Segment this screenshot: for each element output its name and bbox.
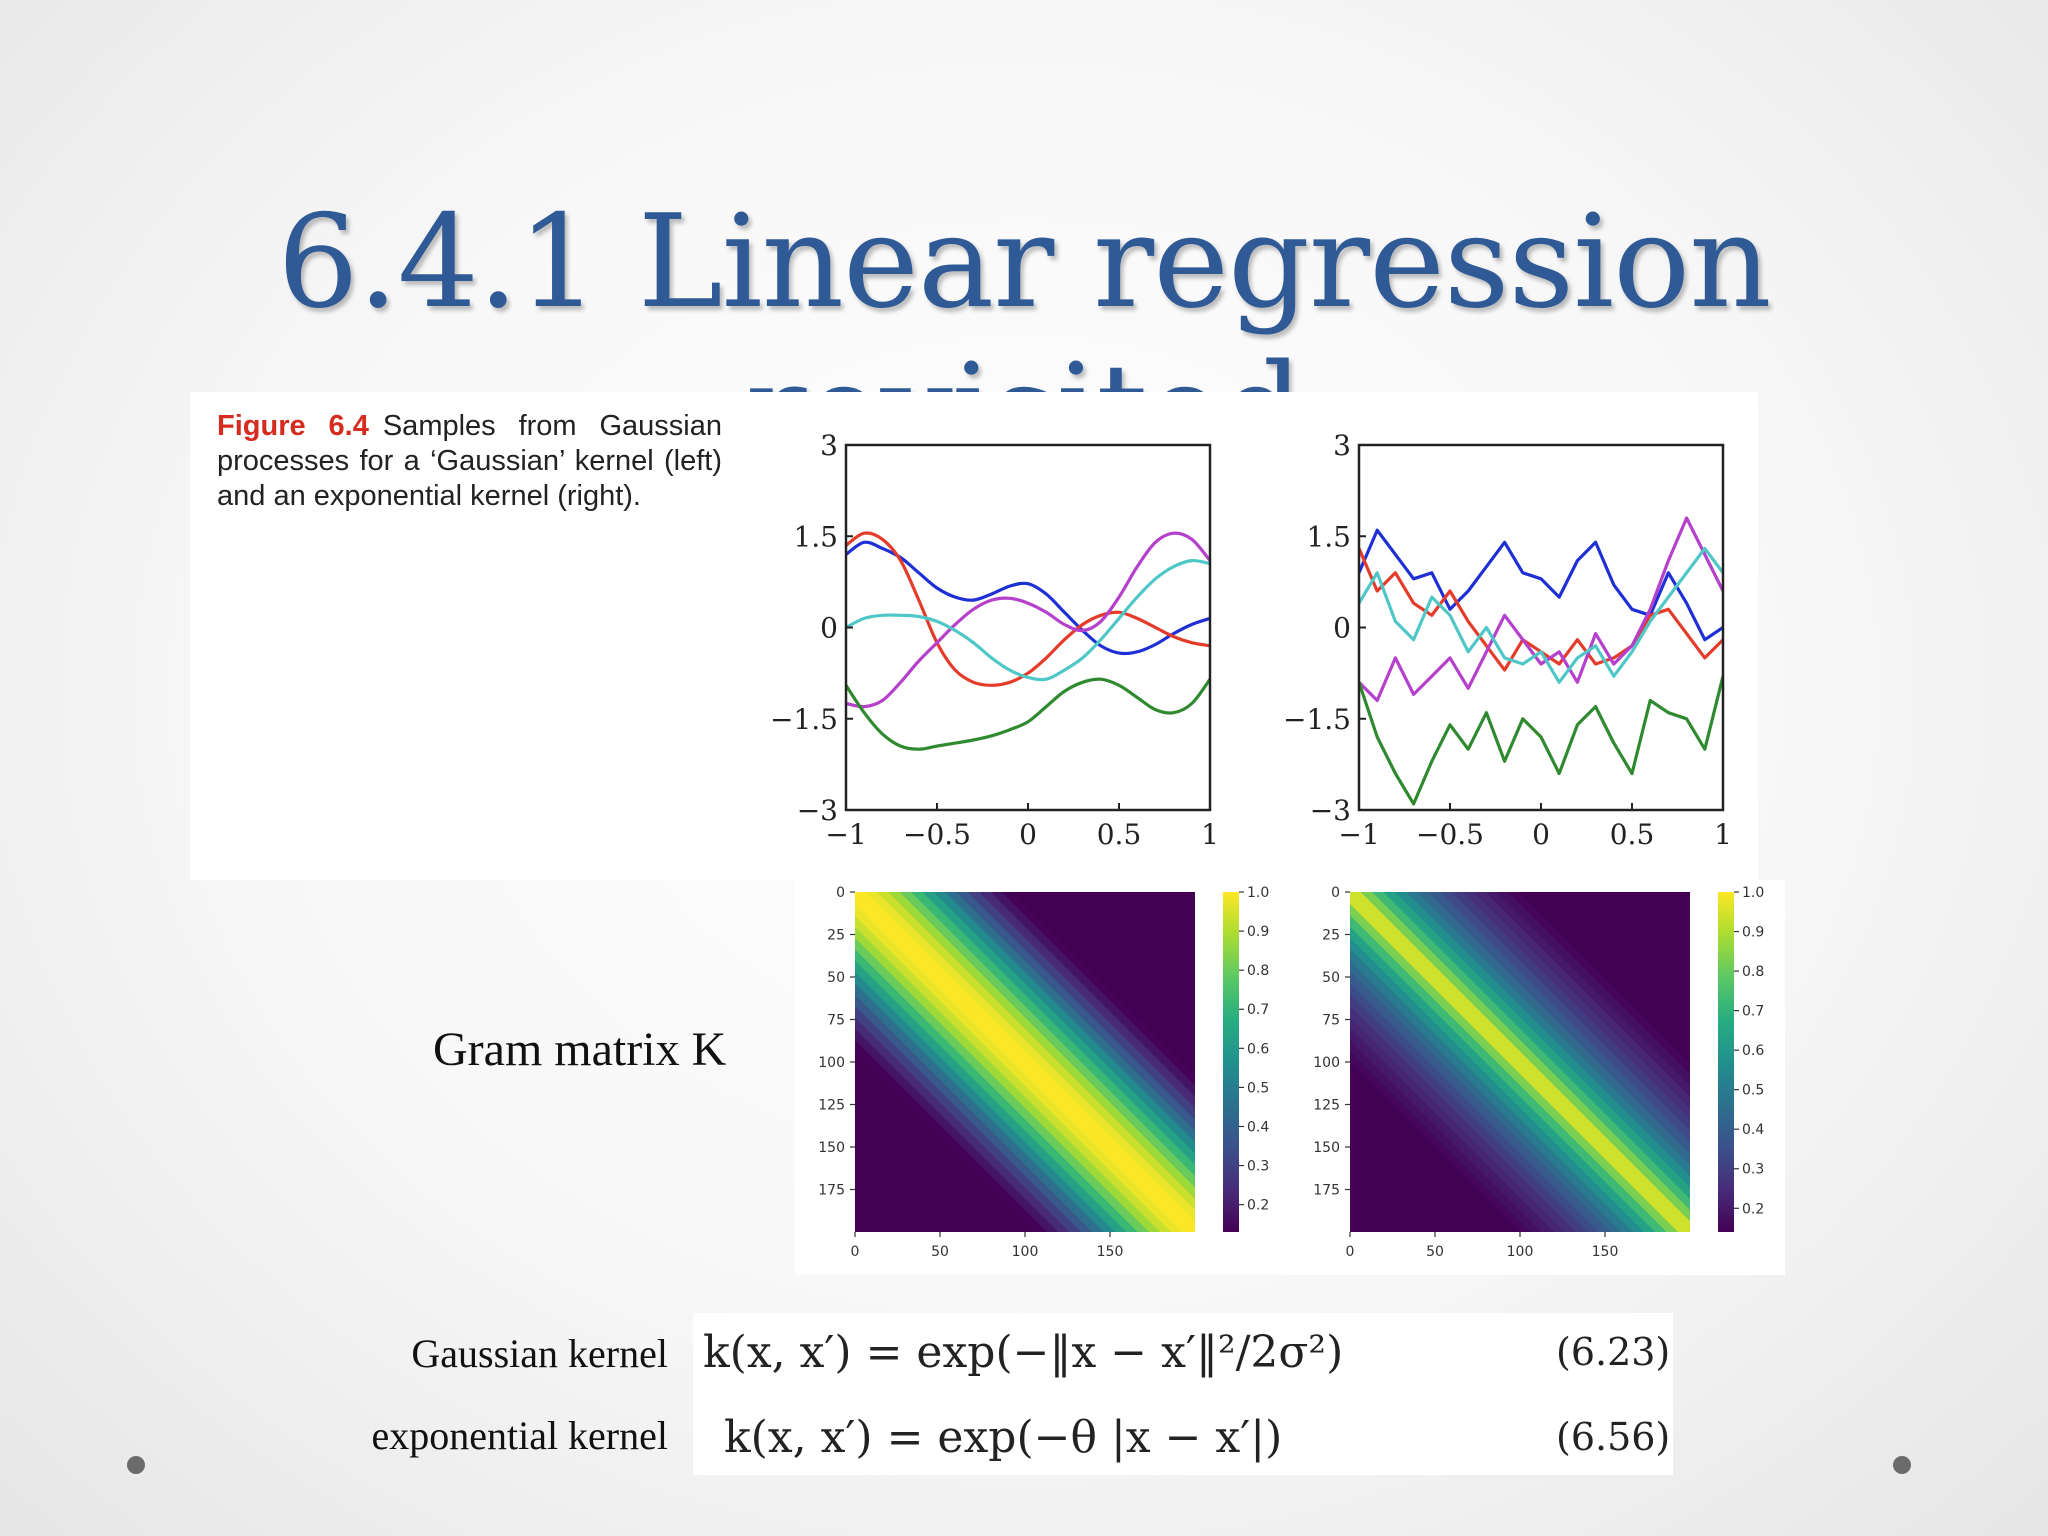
gaussian-kernel-label: Gaussian kernel (411, 1331, 668, 1376)
x-tick-label: 0.5 (1610, 818, 1655, 851)
figure-caption: Figure 6.4 Samples from Gaussian processe… (217, 409, 722, 514)
figure-panel (190, 392, 1758, 880)
y-tick-label: −1.5 (1283, 703, 1351, 736)
colorbar-tick-label: 0.8 (1247, 963, 1269, 979)
heatmap-y-tick-label: 0 (1331, 885, 1340, 901)
heatmap-y-tick-label: 125 (818, 1098, 845, 1114)
x-tick-label: 0 (1532, 818, 1550, 851)
series-line-1 (1359, 528, 1723, 642)
colorbar-tick-label: 0.7 (1742, 1004, 1764, 1020)
exponential-samples-plot: −1 −0.5 0 0.5 1 −3 −1.5 0 1.5 3 (1283, 429, 1732, 851)
heatmap-y-tick-label: 150 (818, 1140, 845, 1156)
figure-label: Figure 6.4 (217, 410, 369, 442)
y-tick-label: 0 (1333, 612, 1351, 645)
colorbar-tick-label: 1.0 (1247, 885, 1269, 901)
colorbar-tick-label: 0.3 (1247, 1159, 1269, 1175)
heatmap-x-tick-label: 100 (1507, 1244, 1534, 1260)
y-tick-label: 1.5 (793, 520, 838, 553)
series-line-1 (846, 540, 1210, 656)
gram-matrix-label: Gram matrix K (433, 1023, 727, 1076)
series-line-5 (846, 677, 1210, 751)
heatmap-x-tick-label: 50 (931, 1244, 949, 1260)
exponential-gram-heatmap: 1.0 0.9 0.8 0.7 0.6 0.5 0.4 0.3 0.2 0 50 100 150 0 25 5… (1290, 880, 1785, 1275)
exponential-kernel-formula: k(x, x′) = exp(−θ |x − x′|) (724, 1412, 1283, 1463)
exponential-kernel-eq-number: (6.56) (1556, 1415, 1671, 1459)
heatmap-y-tick-label: 0 (836, 885, 845, 901)
heatmap-y-tick-label: 50 (1322, 970, 1340, 986)
nav-dot-right (1893, 1456, 1911, 1474)
heatmap-y-tick-label: 100 (818, 1055, 845, 1071)
x-tick-label: 0.5 (1097, 818, 1142, 851)
colorbar-tick-label: 0.5 (1742, 1083, 1764, 1099)
heatmap-x-tick-label: 150 (1592, 1244, 1619, 1260)
x-tick-label: 1 (1714, 818, 1732, 851)
colorbar-tick-label: 0.2 (1742, 1201, 1764, 1217)
y-tick-label: −3 (797, 794, 838, 827)
series-line-2 (846, 531, 1210, 687)
series-line-5 (1359, 675, 1723, 806)
x-tick-label: −0.5 (903, 818, 971, 851)
gaussian-kernel-eq-number: (6.23) (1556, 1330, 1671, 1374)
colorbar-tick-label: 0.6 (1742, 1043, 1764, 1059)
equation-panel (693, 1313, 1673, 1475)
gaussian-gram-heatmap: 1.0 0.9 0.8 0.7 0.6 0.5 0.4 0.3 0.2 0 50 100 150 0 25 5… (795, 880, 1290, 1275)
y-tick-label: 0 (820, 612, 838, 645)
colorbar-tick-label: 0.6 (1247, 1041, 1269, 1057)
y-tick-label: −1.5 (770, 703, 838, 736)
x-tick-label: 1 (1201, 818, 1219, 851)
colorbar-tick-label: 0.7 (1247, 1002, 1269, 1018)
y-tick-label: 3 (1333, 429, 1351, 462)
x-tick-label: −1 (825, 818, 866, 851)
heatmap-y-tick-label: 50 (827, 970, 845, 986)
heatmap-y-tick-label: 100 (1313, 1055, 1340, 1071)
colorbar-tick-label: 1.0 (1742, 885, 1764, 901)
exponential-kernel-label: exponential kernel (371, 1413, 668, 1458)
series-line-3 (1359, 516, 1723, 703)
heatmap-x-tick-label: 0 (851, 1244, 860, 1260)
x-tick-label: −0.5 (1416, 818, 1484, 851)
colorbar-tick-label: 0.3 (1742, 1162, 1764, 1178)
colorbar-tick-label: 0.9 (1247, 924, 1269, 940)
y-tick-label: −3 (1310, 794, 1351, 827)
caption-text: Samples from Gaussian processes for a ‘G… (217, 410, 722, 512)
colorbar-tick-label: 0.2 (1247, 1198, 1269, 1214)
series-line-3 (846, 531, 1210, 709)
colorbar-tick-label: 0.4 (1742, 1122, 1764, 1138)
heatmap-x-tick-label: 100 (1012, 1244, 1039, 1260)
heatmap-y-tick-label: 175 (1313, 1183, 1340, 1199)
heatmap-y-tick-label: 125 (1313, 1098, 1340, 1114)
colorbar (1223, 892, 1239, 1232)
heatmap-x-tick-label: 50 (1426, 1244, 1444, 1260)
colorbar (1718, 892, 1734, 1232)
colorbar-tick-label: 0.4 (1247, 1119, 1269, 1135)
colorbar-tick-label: 0.5 (1247, 1080, 1269, 1096)
x-tick-label: 0 (1019, 818, 1037, 851)
heatmap-y-tick-label: 175 (818, 1183, 845, 1199)
series-line-4 (846, 558, 1210, 682)
heatmap-y-tick-label: 75 (827, 1013, 845, 1029)
y-tick-label: 1.5 (1306, 520, 1351, 553)
heatmap-y-tick-label: 75 (1322, 1013, 1340, 1029)
series-line-4 (1359, 546, 1723, 684)
colorbar-tick-label: 0.9 (1742, 925, 1764, 941)
heatmap-y-tick-label: 25 (1322, 928, 1340, 944)
y-tick-label: 3 (820, 429, 838, 462)
gaussian-kernel-formula: k(x, x′) = exp(−‖x − x′‖²/2σ²) (703, 1327, 1344, 1378)
heatmap-x-tick-label: 150 (1097, 1244, 1124, 1260)
heatmap-y-tick-label: 150 (1313, 1140, 1340, 1156)
nav-dot-left (127, 1456, 145, 1474)
gaussian-samples-plot: −1 −0.5 0 0.5 1 −3 −1.5 0 1.5 3 (770, 429, 1219, 851)
heatmap-x-tick-label: 0 (1346, 1244, 1355, 1260)
x-tick-label: −1 (1338, 818, 1379, 851)
heatmap-y-tick-label: 25 (827, 928, 845, 944)
plot-frame (1357, 443, 1725, 812)
colorbar-tick-label: 0.8 (1742, 964, 1764, 980)
